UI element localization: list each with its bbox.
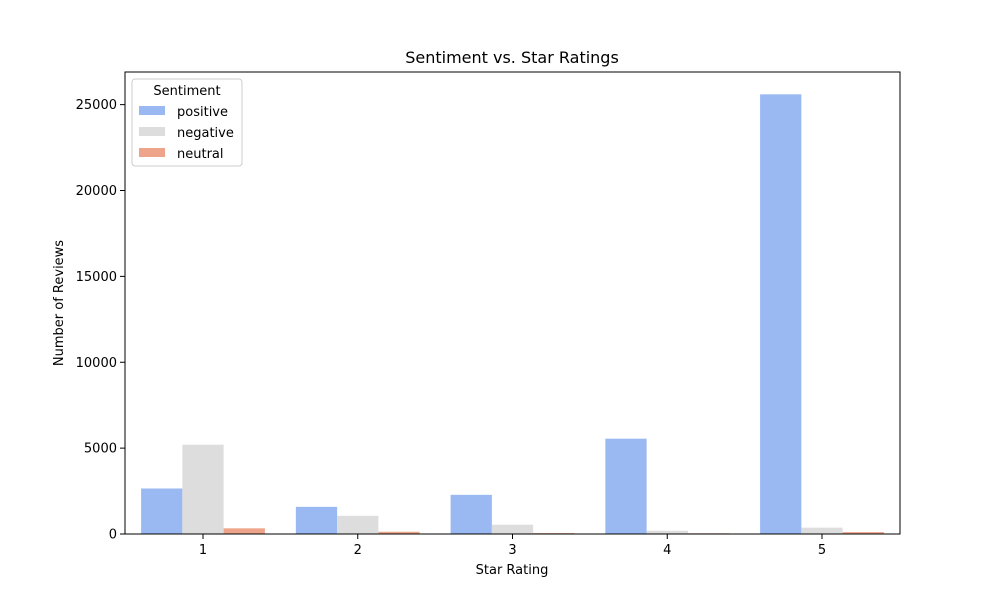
x-tick-label: 4 xyxy=(663,543,671,558)
legend-label-positive: positive xyxy=(177,105,228,120)
legend-box xyxy=(131,78,243,167)
bar-positive-5 xyxy=(760,94,802,534)
bar-positive-3 xyxy=(450,494,492,534)
x-tick-label: 5 xyxy=(818,543,826,558)
x-tick-label: 1 xyxy=(199,543,207,558)
bar-neutral-2 xyxy=(378,531,420,534)
x-axis-label: Star Rating xyxy=(476,563,549,578)
bar-positive-2 xyxy=(295,506,338,534)
bar-negative-5 xyxy=(801,527,843,534)
chart-title: Sentiment vs. Star Ratings xyxy=(405,48,619,67)
legend-title: Sentiment xyxy=(153,84,220,99)
y-tick-label: 10000 xyxy=(76,356,117,371)
legend-label-negative: negative xyxy=(177,126,234,141)
bar-neutral-1 xyxy=(223,528,265,534)
y-tick-label: 25000 xyxy=(76,98,117,113)
bar-negative-1 xyxy=(182,444,224,534)
legend-swatch-neutral xyxy=(139,148,165,157)
y-tick-label: 0 xyxy=(109,528,117,543)
x-tick-label: 2 xyxy=(354,543,362,558)
bar-negative-3 xyxy=(491,524,534,534)
y-tick-label: 5000 xyxy=(84,442,117,457)
y-axis-label: Number of Reviews xyxy=(52,240,67,366)
bar-negative-2 xyxy=(337,515,379,534)
legend-items: positive negative neutral xyxy=(139,105,234,162)
x-tick-label: 3 xyxy=(508,543,516,558)
bar-negative-4 xyxy=(646,530,688,534)
legend-swatch-negative xyxy=(139,127,165,136)
bar-positive-1 xyxy=(141,488,183,534)
legend-label-neutral: neutral xyxy=(177,147,224,162)
legend: Sentiment positive negative neutral xyxy=(131,78,243,167)
x-axis: 1 2 3 4 5 xyxy=(199,534,826,558)
legend-swatch-positive xyxy=(139,106,165,115)
bar-positive-4 xyxy=(605,438,647,534)
y-tick-label: 20000 xyxy=(76,184,117,199)
y-axis: 0 5000 10000 15000 20000 25000 xyxy=(76,98,125,543)
y-tick-label: 15000 xyxy=(76,270,117,285)
bars-layer xyxy=(141,94,884,534)
bar-neutral-5 xyxy=(842,532,884,534)
